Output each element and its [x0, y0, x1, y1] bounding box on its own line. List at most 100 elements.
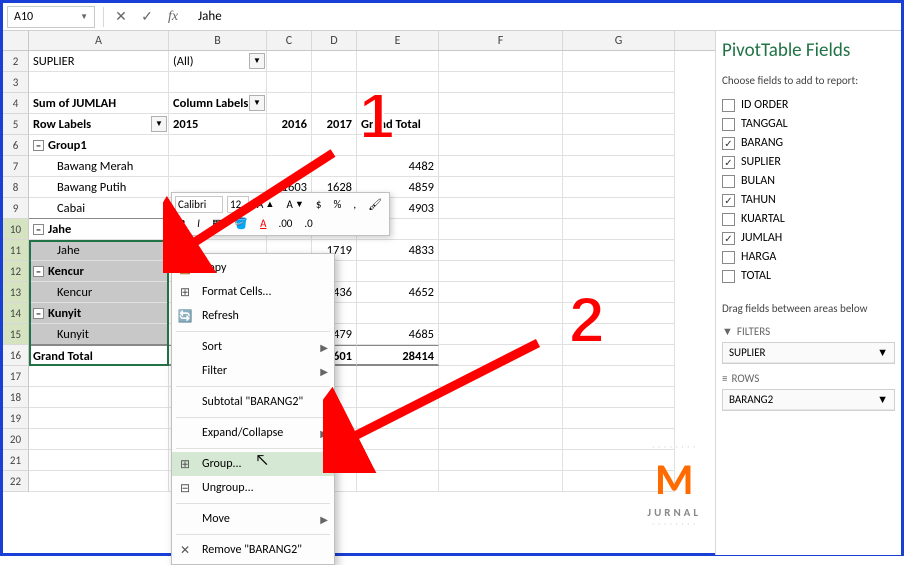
row-header[interactable]: 2: [3, 51, 29, 72]
cell[interactable]: −Kunyit: [29, 303, 169, 324]
cell[interactable]: 4482: [357, 156, 439, 177]
cell[interactable]: [357, 303, 439, 324]
cell[interactable]: (All)▼: [169, 51, 267, 72]
name-box[interactable]: A10 ▼: [7, 6, 95, 28]
collapse-icon[interactable]: −: [33, 266, 44, 277]
cell[interactable]: [439, 240, 563, 261]
cell[interactable]: [563, 114, 675, 135]
col-header-G[interactable]: G: [563, 31, 675, 50]
cell[interactable]: [563, 240, 675, 261]
checkbox-icon[interactable]: ✓: [722, 156, 735, 169]
ctx-group[interactable]: ⊞Group...: [172, 452, 334, 476]
cell[interactable]: [439, 72, 563, 93]
cell[interactable]: [312, 135, 357, 156]
accept-icon[interactable]: ✓: [138, 8, 156, 26]
cell[interactable]: Grand Total: [29, 345, 169, 366]
cell[interactable]: 4833: [357, 240, 439, 261]
cell[interactable]: [267, 135, 312, 156]
cell[interactable]: [357, 471, 439, 492]
cell[interactable]: [439, 408, 563, 429]
row-header[interactable]: 16: [3, 345, 29, 366]
field-item[interactable]: ✓JUMLAH: [722, 230, 895, 246]
checkbox-icon[interactable]: [722, 99, 735, 112]
ctx-copy[interactable]: 📋Copy: [172, 256, 334, 280]
cell[interactable]: [439, 471, 563, 492]
cell[interactable]: Column Labels▼: [169, 93, 267, 114]
cell[interactable]: [267, 51, 312, 72]
formula-input[interactable]: Jahe: [190, 9, 222, 24]
font-color-icon[interactable]: A: [256, 215, 270, 232]
cell[interactable]: [357, 408, 439, 429]
cell[interactable]: [439, 450, 563, 471]
cell[interactable]: [439, 198, 563, 219]
row-header[interactable]: 12: [3, 261, 29, 282]
cell[interactable]: [169, 156, 267, 177]
field-item[interactable]: TOTAL: [722, 268, 895, 284]
collapse-icon[interactable]: −: [33, 308, 44, 319]
cell[interactable]: [357, 366, 439, 387]
field-item[interactable]: KUARTAL: [722, 211, 895, 227]
row-header[interactable]: 20: [3, 429, 29, 450]
fx-icon[interactable]: fx: [164, 8, 182, 26]
cell[interactable]: [563, 51, 675, 72]
increase-font-icon[interactable]: A▲: [253, 196, 278, 213]
ctx-sort[interactable]: Sort▶: [172, 335, 334, 359]
checkbox-icon[interactable]: [722, 213, 735, 226]
font-name-input[interactable]: [175, 196, 223, 213]
cell[interactable]: 28414: [357, 345, 439, 366]
checkbox-icon[interactable]: [722, 270, 735, 283]
col-header-A[interactable]: A: [29, 31, 169, 50]
ctx-ungroup[interactable]: ⊟Ungroup...: [172, 476, 334, 500]
cell[interactable]: Jahe: [29, 240, 169, 261]
cell[interactable]: 4685: [357, 324, 439, 345]
ctx-expand-collapse[interactable]: Expand/Collapse▶: [172, 421, 334, 445]
checkbox-icon[interactable]: ✓: [722, 137, 735, 150]
cell[interactable]: [267, 156, 312, 177]
row-header[interactable]: 10: [3, 219, 29, 240]
cell[interactable]: 2016: [267, 114, 312, 135]
percent-icon[interactable]: %: [329, 196, 345, 213]
ctx-subtotal[interactable]: Subtotal "BARANG2": [172, 390, 334, 414]
row-header[interactable]: 11: [3, 240, 29, 261]
row-header[interactable]: 21: [3, 450, 29, 471]
field-item[interactable]: TANGGAL: [722, 116, 895, 132]
cell[interactable]: [563, 135, 675, 156]
cell[interactable]: Cabai: [29, 198, 169, 219]
comma-icon[interactable]: ,: [349, 196, 360, 213]
currency-icon[interactable]: $: [312, 196, 326, 213]
row-header[interactable]: 9: [3, 198, 29, 219]
italic-icon[interactable]: I: [193, 215, 204, 232]
cell[interactable]: [439, 324, 563, 345]
cell[interactable]: [29, 387, 169, 408]
col-header-C[interactable]: C: [267, 31, 312, 50]
cell[interactable]: [267, 72, 312, 93]
cell[interactable]: Bawang Merah: [29, 156, 169, 177]
cell[interactable]: [29, 408, 169, 429]
cell[interactable]: 2015: [169, 114, 267, 135]
field-item[interactable]: HARGA: [722, 249, 895, 265]
checkbox-icon[interactable]: ✓: [722, 232, 735, 245]
cell[interactable]: [439, 51, 563, 72]
cell[interactable]: [563, 156, 675, 177]
cell[interactable]: [563, 72, 675, 93]
row-header[interactable]: 7: [3, 156, 29, 177]
field-item[interactable]: ID ORDER: [722, 97, 895, 113]
ctx-format-cells[interactable]: ⊞Format Cells...: [172, 280, 334, 304]
name-box-dropdown-icon[interactable]: ▼: [80, 12, 88, 22]
cell[interactable]: [357, 51, 439, 72]
col-header-F[interactable]: F: [439, 31, 563, 50]
cell[interactable]: [439, 177, 563, 198]
row-header[interactable]: 5: [3, 114, 29, 135]
ctx-move[interactable]: Move▶: [172, 507, 334, 531]
row-header[interactable]: 4: [3, 93, 29, 114]
decrease-font-icon[interactable]: A▼: [282, 196, 307, 213]
border-icon[interactable]: ▦: [208, 215, 226, 232]
decimal-inc-icon[interactable]: .0: [300, 215, 316, 232]
field-item[interactable]: BULAN: [722, 173, 895, 189]
cell[interactable]: [439, 282, 563, 303]
cell[interactable]: 4652: [357, 282, 439, 303]
cell[interactable]: [357, 261, 439, 282]
field-item[interactable]: ✓TAHUN: [722, 192, 895, 208]
cell[interactable]: [267, 93, 312, 114]
cell[interactable]: [563, 93, 675, 114]
